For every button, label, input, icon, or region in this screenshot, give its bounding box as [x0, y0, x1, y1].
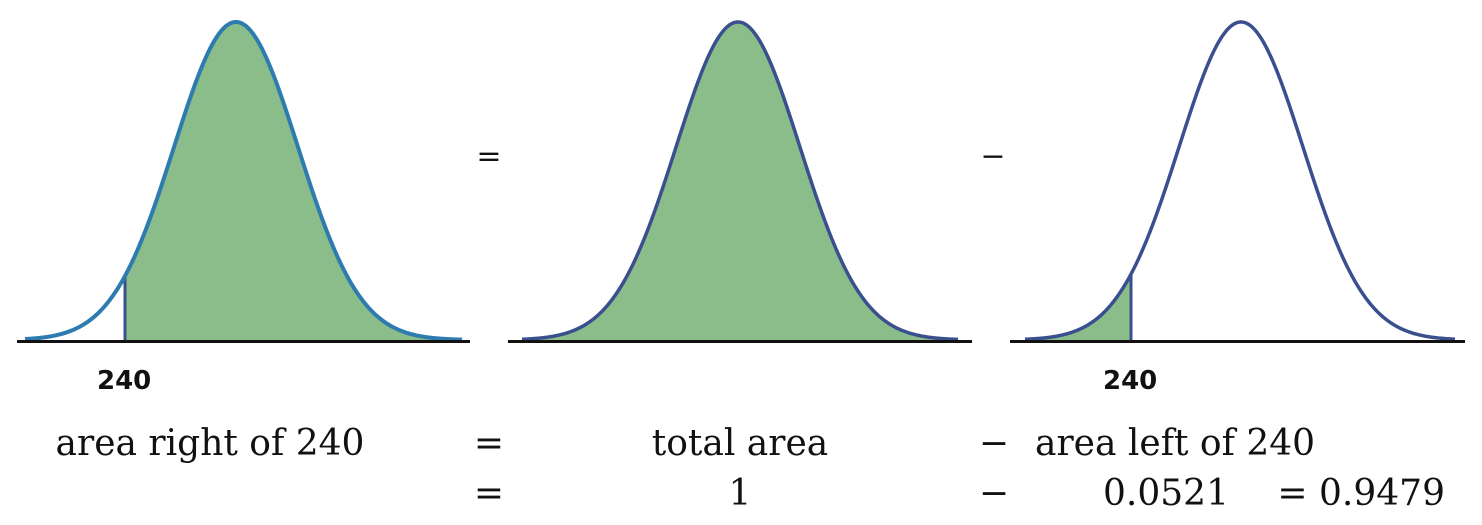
normal-curve	[1024, 20, 1456, 342]
minus-sign: −	[979, 423, 1009, 464]
shaded-area-right	[125, 22, 462, 340]
result-value: = 0.9479	[1277, 473, 1445, 514]
normal-curve	[24, 19, 463, 342]
shaded-area-left	[1025, 274, 1131, 340]
value-area-left: 0.0521	[1103, 473, 1229, 514]
equation-row-1: area right of 240 = total area − area le…	[56, 423, 1316, 464]
equals-sign: =	[474, 473, 504, 514]
cutoff-label-240: 240	[97, 366, 151, 396]
normal-curve	[521, 20, 959, 342]
equation-row-2: = 1 − 0.0521 = 0.9479	[474, 473, 1445, 514]
term-area-right: area right of 240	[56, 423, 365, 464]
equals-sign: =	[474, 423, 504, 464]
cutoff-label-240: 240	[1103, 366, 1157, 396]
equals-operator: =	[476, 139, 501, 174]
term-area-left: area left of 240	[1035, 423, 1315, 464]
term-total-area: total area	[652, 423, 828, 464]
shaded-area-total	[522, 22, 958, 340]
minus-operator: −	[980, 139, 1005, 174]
panel-total-area	[508, 20, 972, 343]
panel-area-left: 240	[1010, 20, 1465, 396]
minus-sign: −	[979, 473, 1009, 514]
value-total-area: 1	[729, 473, 752, 514]
panel-area-right: 240	[17, 19, 470, 396]
